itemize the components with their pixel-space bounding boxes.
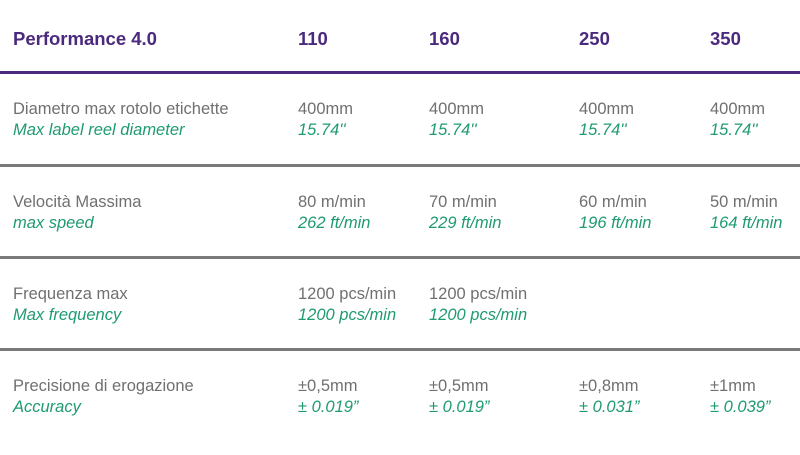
table-header: Performance 4.0 110 160 250 350: [0, 0, 800, 74]
row-label: Precisione di erogazione Accuracy: [13, 376, 194, 418]
imperial-value: 1200 pcs/min: [298, 306, 397, 324]
metric-value: ±0,5mm: [429, 377, 489, 395]
label-italian: Frequenza max: [13, 285, 128, 303]
metric-value: ±1mm: [710, 377, 756, 395]
row-divider: [0, 348, 800, 351]
label-english: Accuracy: [13, 398, 81, 416]
value-cell-160: 400mm 15.74'': [429, 99, 484, 141]
imperial-value: 15.74'': [710, 121, 758, 139]
table-title: Performance 4.0: [13, 28, 157, 49]
imperial-value: 196 ft/min: [579, 214, 652, 232]
column-header-110: 110: [298, 28, 328, 49]
value-cell-350: ±1mm ± 0.039”: [710, 376, 770, 418]
imperial-value: ± 0.039”: [710, 398, 771, 416]
metric-value: 400mm: [710, 100, 766, 118]
metric-value: 400mm: [579, 100, 635, 118]
value-cell-250: 400mm 15.74'': [579, 99, 634, 141]
row-divider: [0, 256, 800, 259]
value-cell-160: 1200 pcs/min 1200 pcs/min: [429, 284, 527, 326]
metric-value: 60 m/min: [579, 193, 647, 211]
value-cell-250: ±0,8mm ± 0.031”: [579, 376, 639, 418]
metric-value: 1200 pcs/min: [298, 285, 397, 303]
label-italian: Diametro max rotolo etichette: [13, 100, 229, 118]
value-cell-110: 400mm 15.74'': [298, 99, 353, 141]
imperial-value: 262 ft/min: [298, 214, 371, 232]
metric-value: 70 m/min: [429, 193, 497, 211]
value-cell-350: 400mm 15.74'': [710, 99, 765, 141]
metric-value: 400mm: [429, 100, 485, 118]
metric-value: 400mm: [298, 100, 354, 118]
row-label: Frequenza max Max frequency: [13, 284, 128, 326]
metric-value: ±0,8mm: [579, 377, 639, 395]
imperial-value: 164 ft/min: [710, 214, 783, 232]
label-english: max speed: [13, 214, 94, 232]
imperial-value: 15.74'': [298, 121, 346, 139]
label-english: Max label reel diameter: [13, 121, 185, 139]
imperial-value: ± 0.031”: [579, 398, 640, 416]
value-cell-110: 80 m/min 262 ft/min: [298, 192, 370, 234]
metric-value: 50 m/min: [710, 193, 778, 211]
value-cell-110: ±0,5mm ± 0.019”: [298, 376, 358, 418]
row-divider: [0, 164, 800, 167]
imperial-value: 1200 pcs/min: [429, 306, 528, 324]
row-label: Diametro max rotolo etichette Max label …: [13, 99, 229, 141]
imperial-value: 229 ft/min: [429, 214, 502, 232]
imperial-value: 15.74'': [429, 121, 477, 139]
imperial-value: ± 0.019”: [298, 398, 359, 416]
metric-value: 1200 pcs/min: [429, 285, 528, 303]
metric-value: 80 m/min: [298, 193, 366, 211]
row-label: Velocità Massima max speed: [13, 192, 141, 234]
header-divider: [0, 71, 800, 74]
value-cell-160: ±0,5mm ± 0.019”: [429, 376, 489, 418]
column-header-160: 160: [429, 28, 460, 49]
column-header-350: 350: [710, 28, 741, 49]
value-cell-350: 50 m/min 164 ft/min: [710, 192, 782, 234]
label-english: Max frequency: [13, 306, 122, 324]
column-header-250: 250: [579, 28, 610, 49]
metric-value: ±0,5mm: [298, 377, 358, 395]
value-cell-160: 70 m/min 229 ft/min: [429, 192, 501, 234]
value-cell-250: 60 m/min 196 ft/min: [579, 192, 651, 234]
label-italian: Precisione di erogazione: [13, 377, 194, 395]
imperial-value: ± 0.019”: [429, 398, 490, 416]
label-italian: Velocità Massima: [13, 193, 142, 211]
value-cell-110: 1200 pcs/min 1200 pcs/min: [298, 284, 396, 326]
imperial-value: 15.74'': [579, 121, 627, 139]
